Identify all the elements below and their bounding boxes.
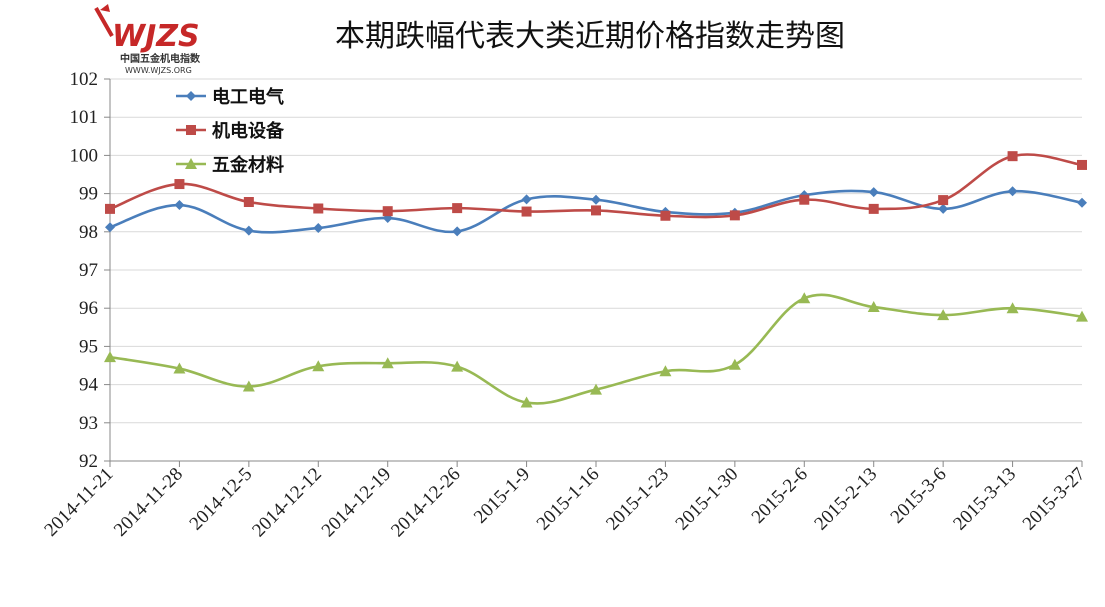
data-point: [868, 203, 879, 214]
legend-label: 五金材料: [212, 154, 284, 176]
data-point: [104, 351, 116, 363]
y-tick-label: 102: [70, 69, 99, 90]
data-point: [868, 187, 879, 198]
y-tick-label: 93: [79, 413, 98, 434]
y-tick-label: 97: [79, 260, 98, 281]
y-tick-label: 99: [79, 184, 98, 205]
data-point: [173, 362, 186, 374]
data-point: [590, 383, 602, 395]
y-tick-label: 100: [70, 145, 99, 166]
logo-arrow-icon: [100, 4, 110, 12]
data-point: [243, 225, 254, 236]
legend-label: 机电设备: [212, 120, 285, 142]
data-point: [1006, 302, 1019, 314]
data-point: [451, 360, 464, 372]
legend-label: 电工电气: [212, 86, 284, 108]
data-point: [799, 194, 810, 205]
legend-marker: [186, 125, 196, 135]
data-point: [381, 357, 394, 369]
x-tick-label: 2014-11-21: [40, 464, 117, 541]
data-point: [105, 203, 115, 214]
data-point: [521, 194, 532, 205]
x-tick-label: 2014-12-19: [318, 464, 396, 542]
y-tick-label: 92: [79, 451, 98, 472]
data-point: [729, 210, 740, 221]
data-point: [174, 179, 185, 190]
x-tick-label: 2014-12-5: [186, 464, 257, 535]
data-point: [242, 380, 255, 392]
y-tick-label: 96: [79, 298, 98, 319]
y-tick-label: 98: [79, 222, 98, 243]
axes: 92939495969798991001011022014-11-212014-…: [40, 69, 1089, 541]
data-point: [1007, 151, 1018, 162]
data-point: [867, 301, 880, 313]
data-point: [591, 194, 601, 205]
logo: WJZS 中国五金机电指数 WWW.WJZS.ORG: [94, 4, 201, 75]
x-tick-label: 2015-1-9: [470, 464, 534, 528]
data-point: [938, 203, 949, 214]
data-point: [313, 222, 324, 233]
data-point: [1076, 310, 1088, 322]
data-point: [521, 206, 532, 217]
series-2: [105, 151, 1087, 221]
y-tick-label: 101: [70, 107, 99, 128]
logo-url: WWW.WJZS.ORG: [125, 66, 192, 75]
data-point: [1077, 197, 1087, 208]
legend-marker: [185, 158, 197, 169]
legend-entry: 五金材料: [176, 154, 284, 176]
x-tick-label: 2015-3-6: [887, 464, 951, 528]
x-tick-label: 2014-11-28: [110, 464, 187, 541]
data-point: [382, 206, 393, 217]
data-point: [728, 358, 741, 370]
data-point: [660, 210, 671, 221]
x-tick-label: 2015-3-13: [949, 464, 1020, 535]
series-3: [104, 292, 1088, 408]
data-point: [520, 396, 533, 408]
y-tick-label: 94: [79, 375, 99, 396]
data-point: [105, 222, 115, 233]
data-point: [798, 292, 811, 304]
logo-subtitle: 中国五金机电指数: [120, 52, 201, 65]
data-point: [1007, 186, 1018, 197]
x-tick-label: 2015-3-27: [1019, 464, 1090, 535]
data-point: [312, 360, 325, 372]
legend-marker: [186, 91, 196, 101]
legend-entry: 电工电气: [176, 86, 284, 108]
data-point: [1077, 159, 1087, 170]
series-layer: [104, 151, 1088, 408]
data-point: [174, 200, 185, 211]
data-point: [313, 203, 324, 214]
data-point: [243, 197, 254, 208]
data-point: [591, 205, 601, 216]
legend-entry: 机电设备: [176, 120, 285, 142]
chart-title: 本期跌幅代表大类近期价格指数走势图: [335, 19, 845, 54]
x-tick-label: 2015-2-6: [748, 464, 812, 528]
x-tick-label: 2015-1-23: [602, 464, 673, 535]
x-tick-label: 2014-12-12: [248, 464, 326, 542]
x-tick-label: 2015-2-13: [810, 464, 881, 535]
data-point: [937, 309, 950, 321]
data-point: [452, 226, 463, 237]
x-tick-label: 2015-1-30: [672, 464, 743, 535]
data-point: [938, 195, 949, 206]
x-tick-label: 2014-12-26: [387, 464, 465, 542]
data-point: [452, 203, 463, 214]
logo-swoosh-icon: [94, 7, 114, 37]
x-tick-label: 2015-1-16: [533, 464, 604, 535]
data-point: [659, 365, 672, 377]
y-tick-label: 95: [79, 336, 98, 357]
logo-brand: WJZS: [112, 19, 200, 54]
